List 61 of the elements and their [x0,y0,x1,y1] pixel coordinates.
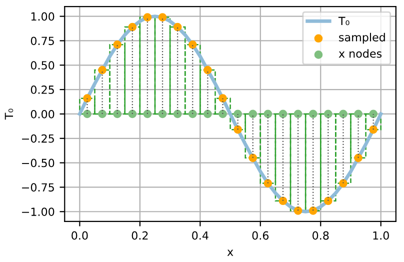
point [339,110,348,118]
point [113,40,122,49]
point [218,110,227,118]
point [264,179,272,188]
point [173,110,182,118]
point [128,110,137,118]
x-tick-label: 0.4 [192,231,208,240]
point [294,206,302,215]
point [113,110,122,118]
y-tick-label: −0.75 [22,183,54,192]
point [324,110,332,118]
point [128,22,137,32]
point [294,110,302,118]
point [204,66,212,74]
point [143,13,152,22]
y-tick-label: 1.00 [31,12,54,21]
point [218,94,227,103]
point [278,196,288,206]
point [308,206,318,215]
point [278,110,288,118]
point [264,110,272,118]
point [354,110,362,118]
x-tick-label: 0.8 [312,231,329,240]
y-axis-title: T₀ [4,108,14,120]
y-tick-label: 0.50 [30,61,54,70]
point [308,110,318,118]
point [324,196,332,206]
legend-label: T₀ [338,16,350,26]
x-axis-title: x [227,250,234,256]
x-tick-label: 0.6 [252,231,269,240]
point [234,125,242,134]
legend-label: sampled [339,32,385,44]
x-tick-label: 0.2 [132,231,148,240]
point [158,13,167,22]
point [98,66,106,74]
point [339,179,348,188]
point [204,110,212,118]
point [248,154,258,162]
y-tick-label: 0.25 [30,86,54,94]
y-tick-label: −1.00 [22,208,54,216]
point [354,154,362,162]
point [188,110,197,118]
point [188,40,197,49]
point [143,110,152,118]
point [83,94,92,103]
point [83,110,92,118]
y-tick-label: 0.00 [30,110,54,118]
y-tick-label: 0.75 [30,36,54,46]
point [158,110,167,118]
point [173,22,182,32]
line-series [78,14,383,214]
y-tick-label: −0.50 [22,158,54,168]
x-tick-label: 1.0 [373,231,389,240]
x-tick-label: 0.0 [72,231,88,240]
point [234,110,242,118]
y-tick-label: −0.25 [22,134,54,143]
point [369,110,378,118]
point [369,125,378,134]
point [248,110,258,118]
legend-label: x nodes [338,49,382,58]
point [98,110,106,118]
